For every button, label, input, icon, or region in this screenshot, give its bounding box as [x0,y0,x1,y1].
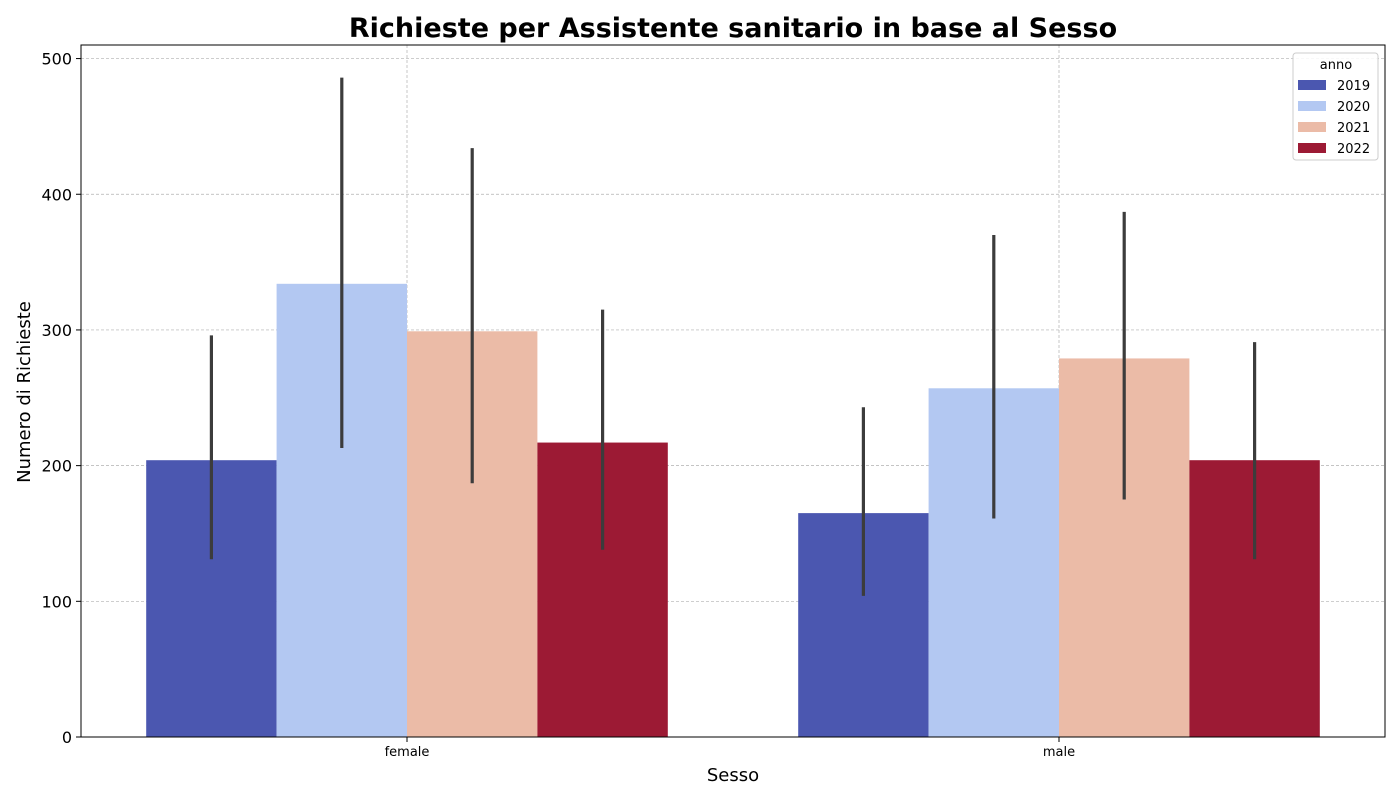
chart-title: Richieste per Assistente sanitario in ba… [349,13,1117,44]
y-tick-label: 500 [41,50,72,69]
y-tick-label: 300 [41,321,72,340]
legend-label-2022: 2022 [1337,142,1370,157]
legend-label-2019: 2019 [1337,79,1370,94]
legend-frame [1292,52,1379,161]
x-axis: female male [385,737,1075,760]
y-tick-label: 200 [41,457,72,476]
x-axis-label: Sesso [707,765,759,786]
error-bars [209,77,1257,596]
y-tick-label: 100 [41,592,72,611]
legend: anno 2019 2020 2021 2022 [1292,52,1379,161]
legend-label-2020: 2020 [1337,100,1370,115]
legend-swatch-2020 [1298,101,1326,111]
y-tick-label: 400 [41,185,72,204]
legend-label-2021: 2021 [1337,121,1370,136]
bars [146,283,1320,737]
legend-swatch-2019 [1298,80,1326,90]
x-tick-label: female [385,745,430,760]
y-axis: 0 100 200 300 400 500 [41,50,81,747]
y-tick-label: 0 [62,728,72,747]
x-tick-label: male [1043,745,1075,760]
plot-frame [80,44,1386,738]
y-axis-label: Numero di Richieste [14,301,35,483]
legend-swatch-2022 [1298,143,1326,153]
legend-swatch-2021 [1298,122,1326,132]
legend-title: anno [1320,58,1352,73]
